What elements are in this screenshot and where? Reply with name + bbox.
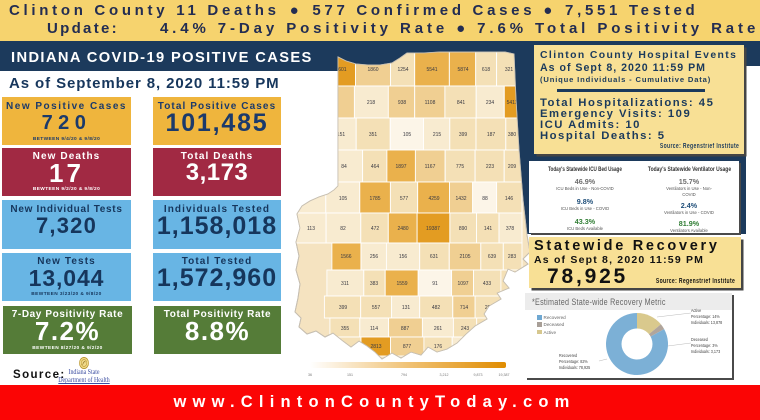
svg-text:841: 841 — [457, 100, 466, 106]
svg-text:84: 84 — [341, 164, 347, 170]
svg-text:4259: 4259 — [428, 196, 439, 202]
svg-text:794: 794 — [401, 373, 407, 377]
svg-text:3,212: 3,212 — [440, 373, 449, 377]
svg-text:327: 327 — [486, 326, 495, 332]
svg-text:311: 311 — [341, 281, 349, 287]
svg-text:2480: 2480 — [397, 226, 408, 232]
svg-text:243: 243 — [461, 326, 470, 332]
svg-text:223: 223 — [486, 164, 495, 170]
svg-text:82: 82 — [340, 226, 346, 232]
svg-text:105: 105 — [403, 132, 412, 138]
svg-text:631: 631 — [430, 254, 439, 260]
svg-text:9,873: 9,873 — [474, 373, 483, 377]
svg-text:1432: 1432 — [455, 196, 466, 202]
svg-text:146: 146 — [505, 196, 514, 202]
svg-text:91: 91 — [432, 281, 438, 287]
svg-text:714: 714 — [460, 305, 469, 311]
svg-text:557: 557 — [372, 305, 381, 311]
svg-text:187: 187 — [487, 132, 496, 138]
svg-text:256: 256 — [370, 254, 379, 260]
svg-text:1167: 1167 — [425, 164, 436, 170]
svg-text:1785: 1785 — [369, 196, 380, 202]
svg-text:1910: 1910 — [506, 326, 517, 332]
svg-text:176: 176 — [434, 344, 443, 350]
svg-text:321: 321 — [505, 67, 514, 73]
svg-text:234: 234 — [486, 100, 495, 106]
svg-text:19387: 19387 — [426, 226, 440, 232]
svg-text:639: 639 — [488, 254, 497, 260]
svg-text:890: 890 — [459, 226, 468, 232]
svg-text:88: 88 — [482, 196, 488, 202]
svg-text:198: 198 — [460, 344, 469, 350]
svg-text:19,387: 19,387 — [499, 373, 510, 377]
svg-text:472: 472 — [371, 226, 380, 232]
svg-text:877: 877 — [403, 344, 412, 350]
svg-text:5541: 5541 — [426, 67, 437, 73]
svg-text:5411: 5411 — [507, 100, 518, 106]
svg-text:218: 218 — [367, 100, 376, 106]
svg-text:399: 399 — [459, 132, 468, 138]
svg-text:1108: 1108 — [425, 100, 436, 106]
svg-text:618: 618 — [482, 67, 491, 73]
svg-text:1254: 1254 — [397, 67, 408, 73]
svg-text:1897: 1897 — [395, 164, 406, 170]
svg-text:215: 215 — [433, 132, 442, 138]
svg-text:105: 105 — [339, 196, 348, 202]
svg-text:36: 36 — [308, 373, 312, 377]
svg-text:141: 141 — [484, 226, 493, 232]
svg-text:380: 380 — [508, 132, 517, 138]
svg-text:378: 378 — [506, 226, 515, 232]
svg-text:2813: 2813 — [370, 344, 381, 350]
svg-text:1860: 1860 — [367, 67, 378, 73]
svg-text:433: 433 — [483, 281, 492, 287]
svg-text:1559: 1559 — [396, 281, 407, 287]
svg-text:351: 351 — [369, 132, 378, 138]
svg-text:399: 399 — [339, 305, 348, 311]
svg-text:65: 65 — [509, 305, 515, 311]
svg-text:1566: 1566 — [340, 254, 351, 260]
svg-text:283: 283 — [508, 254, 517, 260]
svg-text:131: 131 — [402, 305, 411, 311]
svg-text:887: 887 — [401, 326, 410, 332]
svg-text:383: 383 — [370, 281, 379, 287]
svg-text:5874: 5874 — [457, 67, 468, 73]
svg-text:1097: 1097 — [457, 281, 468, 287]
svg-text:156: 156 — [399, 254, 408, 260]
svg-text:242: 242 — [339, 344, 348, 350]
svg-text:151: 151 — [347, 373, 353, 377]
svg-text:209: 209 — [508, 164, 517, 170]
svg-text:9601: 9601 — [335, 67, 346, 73]
svg-text:113: 113 — [307, 226, 315, 232]
svg-text:577: 577 — [400, 196, 409, 202]
svg-text:938: 938 — [398, 100, 407, 106]
svg-text:482: 482 — [432, 305, 441, 311]
svg-text:151: 151 — [337, 132, 346, 138]
svg-text:519: 519 — [507, 344, 516, 350]
svg-text:355: 355 — [341, 326, 350, 332]
svg-text:596: 596 — [507, 281, 516, 287]
svg-text:261: 261 — [434, 326, 443, 332]
svg-text:114: 114 — [370, 326, 378, 332]
svg-text:77: 77 — [484, 344, 490, 350]
svg-text:775: 775 — [456, 164, 465, 170]
svg-text:464: 464 — [371, 164, 380, 170]
svg-text:2105: 2105 — [459, 254, 470, 260]
